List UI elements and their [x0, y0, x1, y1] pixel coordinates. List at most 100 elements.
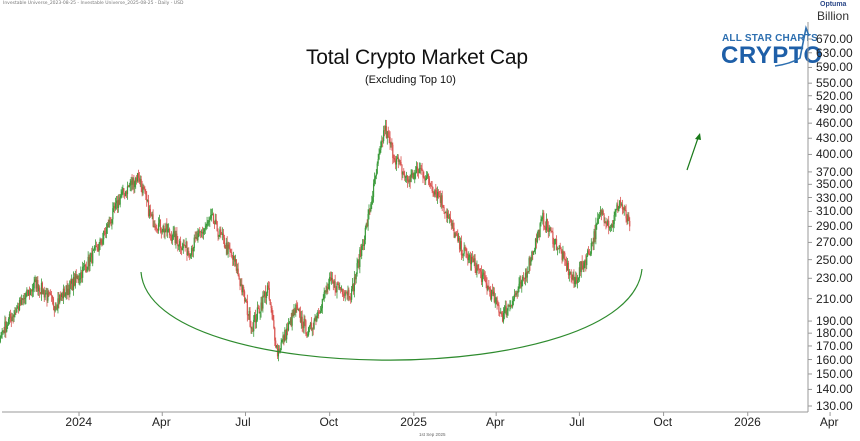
candle-body	[541, 218, 543, 220]
candle-body	[527, 271, 529, 273]
candle-body	[339, 287, 341, 289]
candle-body	[533, 250, 536, 252]
candle-body	[182, 243, 184, 249]
candle-body	[551, 231, 553, 233]
candle-body	[472, 259, 474, 263]
candle-body	[71, 278, 74, 290]
candle-body	[533, 251, 535, 255]
candle-body	[340, 287, 342, 290]
candle-body	[221, 233, 223, 235]
candle-body	[575, 277, 577, 281]
candle-body	[563, 251, 565, 253]
candle-body	[322, 298, 324, 300]
candle-body	[176, 233, 178, 240]
candle-body	[418, 168, 420, 174]
candle-body	[102, 239, 104, 244]
candle-body	[56, 307, 58, 309]
candle-body	[252, 328, 254, 332]
candle-body	[24, 297, 26, 300]
candle-body	[501, 312, 503, 315]
candle-body	[146, 194, 148, 201]
candle-body	[228, 244, 230, 248]
candle-body	[161, 231, 163, 233]
candle-body	[598, 215, 601, 219]
candle-body	[27, 289, 29, 296]
candle-body	[481, 274, 484, 282]
candle-body	[413, 178, 415, 180]
candle-body	[516, 292, 518, 294]
candle-body	[482, 272, 484, 275]
candle-body	[266, 285, 269, 293]
candle-body	[589, 253, 591, 255]
candle-body	[593, 231, 595, 244]
candle-body	[202, 231, 205, 234]
candle-body	[35, 279, 37, 289]
candle-body	[605, 222, 607, 224]
candle-body	[101, 243, 103, 245]
candle-body	[558, 245, 560, 249]
candle-body	[294, 309, 296, 313]
candle-body	[458, 238, 461, 250]
candle-body	[337, 283, 339, 286]
candle-body	[213, 223, 215, 225]
candle-body	[395, 158, 398, 165]
candle-body	[136, 173, 139, 182]
candle-body	[284, 330, 286, 342]
candle-body	[550, 227, 552, 232]
candle-body	[611, 224, 613, 228]
candle-body	[204, 227, 206, 230]
candle-body	[389, 137, 391, 145]
candle-body	[82, 266, 85, 268]
candle-body	[287, 322, 290, 331]
candle-body	[261, 302, 263, 309]
candle-body	[327, 287, 329, 290]
candle-body	[269, 299, 271, 305]
candle-body	[20, 298, 22, 305]
x-tick-label: Apr	[485, 415, 505, 429]
candles	[0, 119, 631, 362]
candle-body	[85, 266, 87, 272]
logo-line-1: ALL STAR CHARTS	[722, 33, 818, 44]
candle-body	[451, 223, 453, 226]
candle-body	[344, 292, 346, 296]
candle-body	[18, 306, 20, 311]
candle-body	[629, 220, 631, 227]
candle-body	[424, 178, 426, 181]
candle-body	[548, 230, 550, 232]
candle-body	[447, 214, 450, 218]
candle-body	[53, 306, 55, 311]
y-tick-label: 150.00	[816, 366, 853, 381]
candle-body	[179, 241, 182, 248]
candle-body	[505, 306, 507, 316]
candle-body	[566, 260, 568, 271]
candle-body	[513, 294, 516, 299]
candle-body	[109, 220, 111, 223]
candle-body	[286, 328, 289, 331]
candle-body	[275, 340, 277, 348]
candle-body	[587, 250, 590, 254]
candle-body	[8, 314, 11, 319]
candle-body	[483, 272, 485, 277]
candle-body	[471, 256, 473, 260]
candle-body	[308, 327, 310, 335]
candle-body	[457, 234, 459, 241]
candle-body	[40, 282, 43, 295]
candle-body	[13, 314, 15, 317]
candle-body	[64, 293, 66, 297]
candle-body	[170, 235, 172, 242]
candle-body	[190, 248, 193, 256]
candle-body	[256, 307, 258, 320]
candle-body	[586, 256, 588, 266]
candle-body	[61, 293, 64, 299]
candle-body	[325, 291, 327, 292]
candle-body	[125, 191, 127, 197]
candle-body	[157, 228, 159, 231]
candle-body	[604, 222, 606, 223]
candle-body	[574, 280, 576, 284]
candle-body	[297, 309, 300, 311]
candle-body	[205, 225, 207, 228]
candle-body	[523, 276, 525, 279]
candle-body	[138, 177, 140, 182]
candle-body	[185, 241, 187, 248]
candle-body	[45, 293, 47, 295]
